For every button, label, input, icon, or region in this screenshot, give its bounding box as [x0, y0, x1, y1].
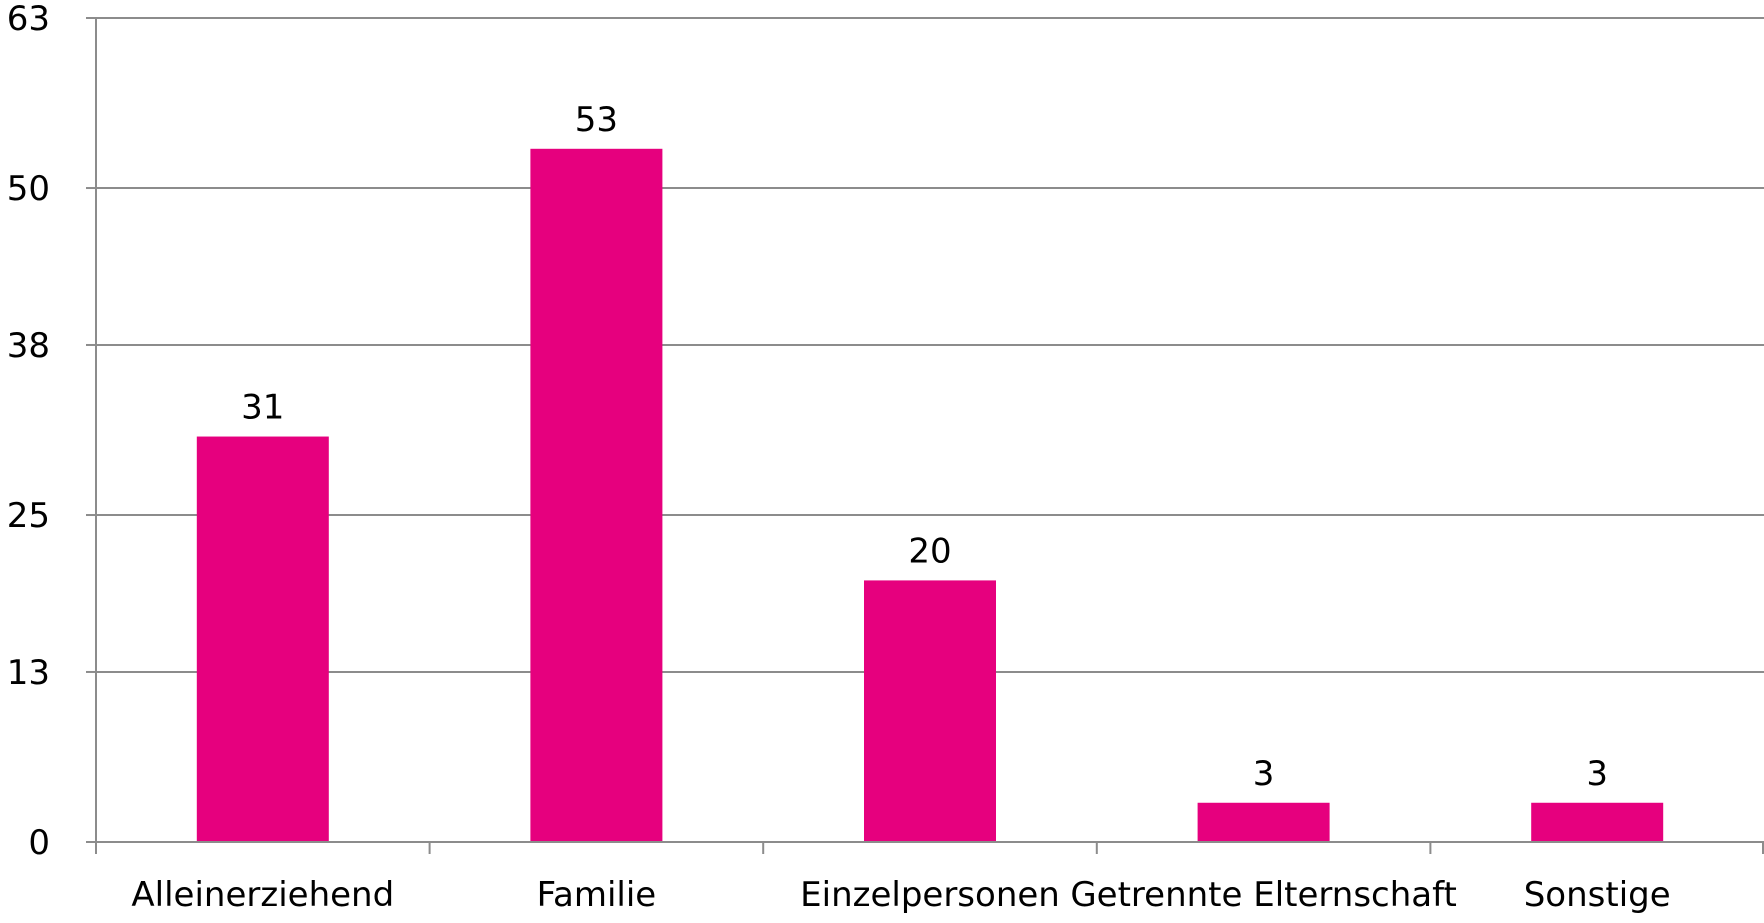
- bar: [1197, 802, 1330, 842]
- bars: [196, 148, 1664, 843]
- y-axis-ticks: 0 13 25 38 50 63: [7, 0, 96, 863]
- y-tick-label: 38: [7, 326, 50, 366]
- bar: [530, 148, 663, 843]
- y-tick-label: 13: [7, 653, 50, 693]
- gridlines: [96, 17, 1764, 673]
- bar-value-label: 31: [241, 388, 284, 428]
- y-tick-label: 25: [7, 496, 50, 536]
- x-category-label: Getrennte Elternschaft: [1070, 875, 1457, 915]
- bar: [196, 436, 329, 842]
- x-category-label: Sonstige: [1524, 875, 1671, 915]
- bar-value-label: 3: [1253, 754, 1275, 794]
- value-labels: 31 53 20 3 3: [241, 100, 1608, 794]
- bar: [864, 580, 996, 842]
- bar: [1531, 802, 1664, 842]
- x-category-label: Familie: [537, 875, 657, 915]
- x-axis-labels: Alleinerziehend Familie Einzelpersonen Getr…: [131, 875, 1670, 915]
- y-tick-label: 50: [7, 169, 50, 209]
- y-tick-label: 63: [7, 0, 50, 39]
- x-category-label: Einzelpersonen: [800, 875, 1060, 915]
- bar-value-label: 3: [1586, 754, 1608, 794]
- axes: [95, 18, 1764, 854]
- x-category-label: Alleinerziehend: [131, 875, 394, 915]
- bar-value-label: 20: [908, 531, 951, 571]
- bar-value-label: 53: [575, 100, 618, 140]
- y-tick-label: 0: [28, 823, 50, 863]
